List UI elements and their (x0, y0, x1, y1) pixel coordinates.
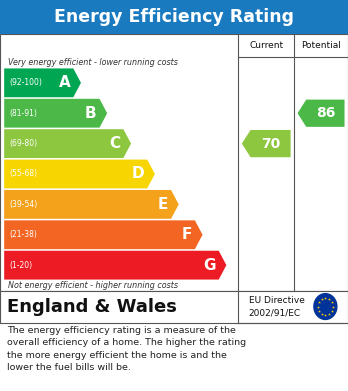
Polygon shape (4, 129, 131, 158)
Text: A: A (59, 75, 71, 90)
Text: 86: 86 (316, 106, 335, 120)
Text: (1-20): (1-20) (10, 261, 33, 270)
Bar (0, 291, 348, 323)
Text: England & Wales: England & Wales (7, 298, 177, 316)
Text: (92-100): (92-100) (10, 78, 42, 87)
Text: The energy efficiency rating is a measure of the
overall efficiency of a home. T: The energy efficiency rating is a measur… (7, 326, 246, 372)
Text: EU Directive
2002/91/EC: EU Directive 2002/91/EC (249, 296, 305, 317)
Text: F: F (182, 227, 192, 242)
Text: Potential: Potential (301, 41, 341, 50)
Polygon shape (4, 99, 107, 127)
Polygon shape (4, 251, 227, 280)
Polygon shape (4, 190, 179, 219)
Text: (21-38): (21-38) (10, 230, 38, 239)
Bar (0, 0, 348, 34)
Polygon shape (242, 130, 291, 157)
Text: Current: Current (249, 41, 283, 50)
Text: 70: 70 (261, 136, 280, 151)
Text: (55-68): (55-68) (10, 169, 38, 179)
Text: Very energy efficient - lower running costs: Very energy efficient - lower running co… (8, 58, 177, 67)
Text: E: E (158, 197, 168, 212)
Text: Not energy efficient - higher running costs: Not energy efficient - higher running co… (8, 280, 178, 290)
Text: G: G (204, 258, 216, 273)
Bar (0, 34, 348, 291)
Text: B: B (85, 106, 97, 121)
Polygon shape (4, 68, 81, 97)
Polygon shape (4, 160, 155, 188)
Polygon shape (298, 100, 345, 127)
Circle shape (314, 294, 337, 319)
Text: Energy Efficiency Rating: Energy Efficiency Rating (54, 8, 294, 26)
Polygon shape (4, 221, 203, 249)
Text: D: D (132, 167, 144, 181)
Text: (39-54): (39-54) (10, 200, 38, 209)
Text: (81-91): (81-91) (10, 109, 38, 118)
Text: (69-80): (69-80) (10, 139, 38, 148)
Text: C: C (110, 136, 121, 151)
